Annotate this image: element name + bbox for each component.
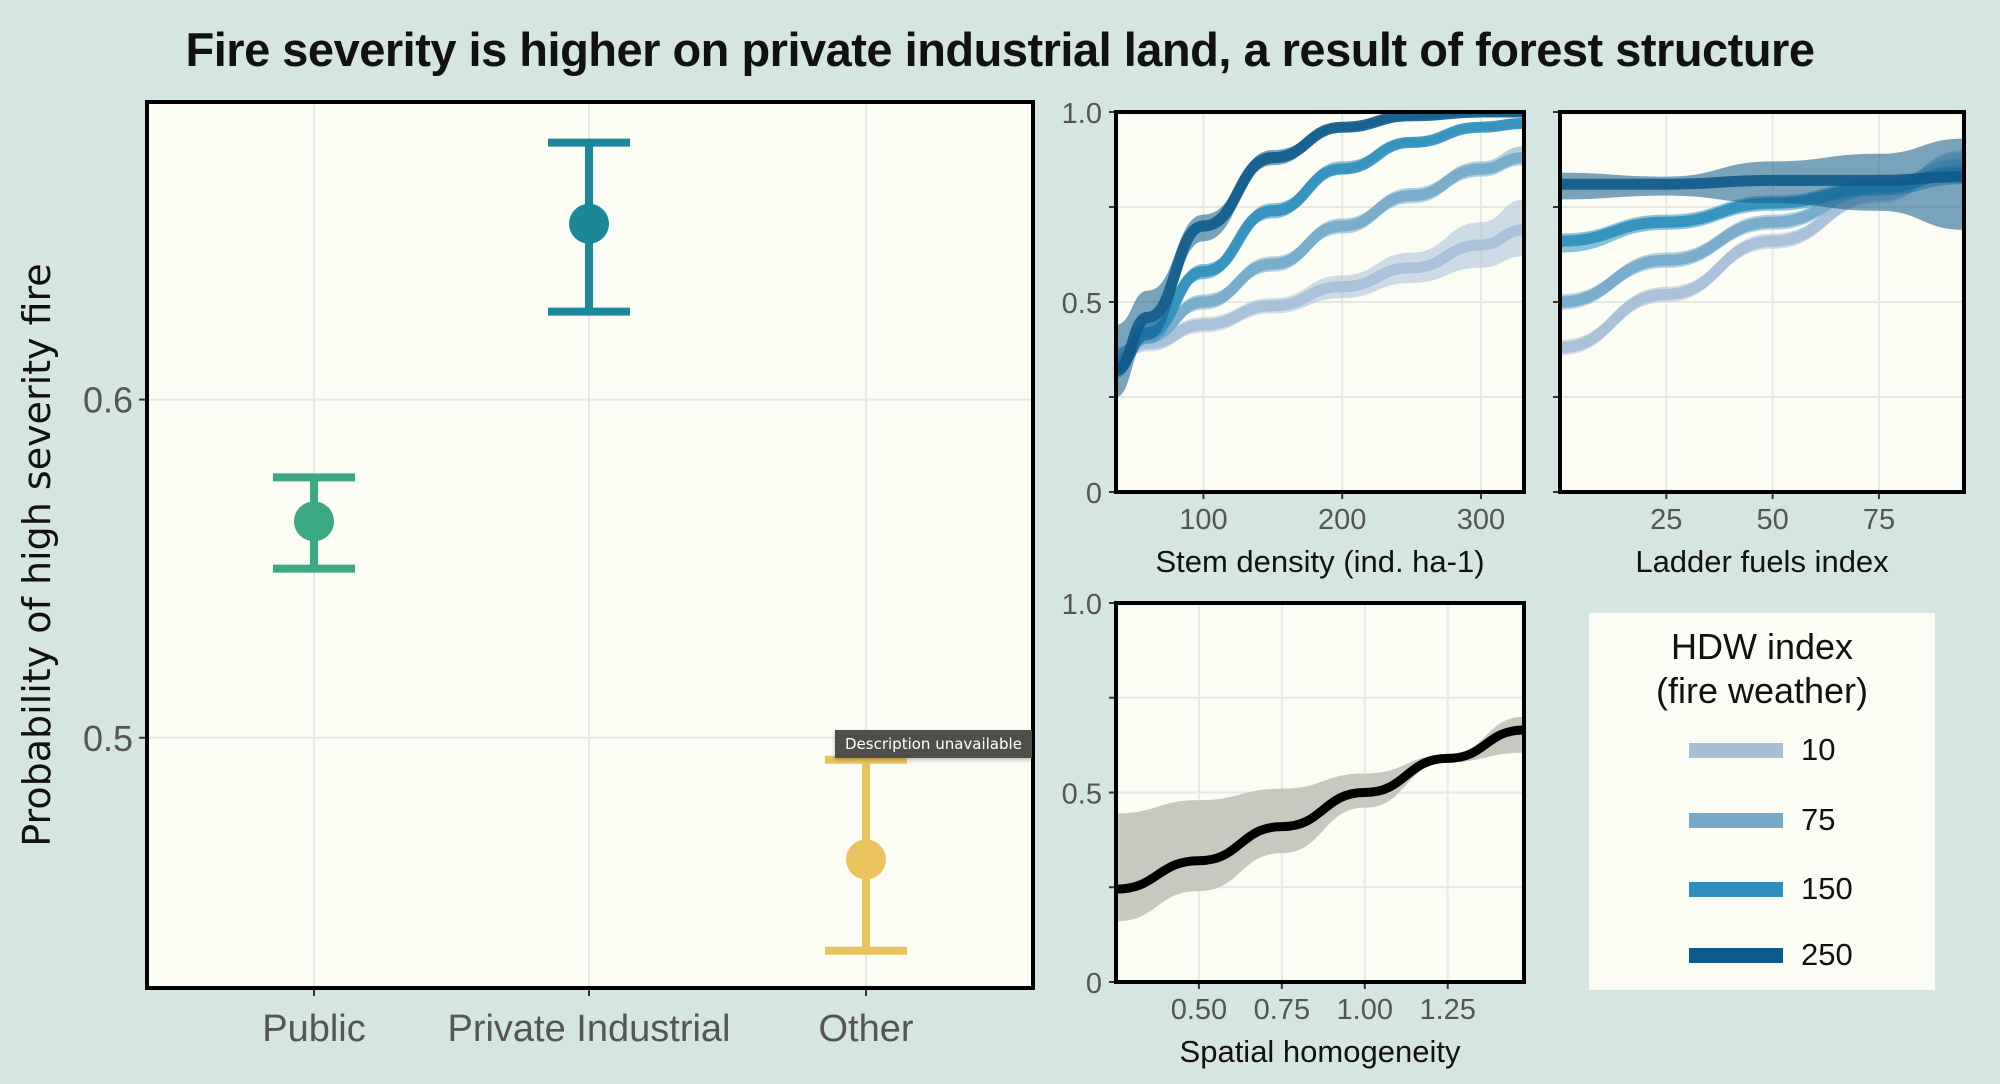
- x-tick-label: 75: [1863, 504, 1895, 536]
- legend-item-250: 250: [1689, 937, 1853, 972]
- data-point: [569, 203, 609, 244]
- series-line-250: [1560, 171, 1964, 190]
- x-tick-label: Private Industrial: [447, 1008, 730, 1050]
- legend-title-line1: HDW index: [1670, 626, 1854, 667]
- legend-item-75: 75: [1689, 802, 1836, 837]
- legend-label: 75: [1801, 802, 1836, 837]
- legend-label: 10: [1801, 732, 1836, 767]
- y-tick-label: 0.6: [83, 380, 133, 421]
- spatial-homogeneity-panel: 0 0.5 1.0 0.50 0.75 1.00 1.25 Spatial homogenei…: [1062, 589, 1526, 1069]
- legend-item-10: 10: [1689, 732, 1836, 767]
- legend-label: 150: [1801, 871, 1853, 906]
- y-axis-label: Probability of high severity fire: [15, 263, 59, 846]
- data-point: [846, 839, 886, 880]
- plot-frame: [1114, 601, 1526, 984]
- x-axis-label: Stem density (ind. ha-1): [1155, 544, 1484, 579]
- x-tick-label: 100: [1179, 504, 1227, 536]
- x-tick-label: 1.25: [1419, 994, 1475, 1026]
- plot-frame: [1558, 110, 1966, 494]
- tooltip: Description unavailable: [835, 730, 1032, 758]
- plot-frame: [145, 100, 1035, 990]
- legend: HDW index (fire weather) 10 75 150 250: [1589, 613, 1935, 990]
- y-tick-label: 0.5: [1062, 288, 1102, 320]
- legend-title: HDW index (fire weather): [1589, 625, 1935, 713]
- y-tick-label: 0.5: [83, 718, 133, 759]
- ladder-fuels-panel: 25 50 75 Ladder fuels index: [1553, 110, 1966, 579]
- x-axis-label: Spatial homogeneity: [1180, 1034, 1461, 1069]
- data-point: [294, 501, 334, 542]
- chart-title: Fire severity is higher on private indus…: [185, 23, 1815, 76]
- x-tick-label: 0.75: [1254, 994, 1310, 1026]
- series-line-10: [1116, 224, 1524, 361]
- y-tick-label: 0: [1086, 968, 1102, 1000]
- ribbon-75: [1116, 146, 1524, 363]
- plot-frame: [1114, 110, 1526, 494]
- y-tick-label: 1.0: [1062, 589, 1102, 621]
- x-tick-label: 50: [1756, 504, 1788, 536]
- x-tick-label: 300: [1457, 504, 1505, 536]
- y-tick-label: 0.5: [1062, 779, 1102, 811]
- legend-label: 250: [1801, 937, 1853, 972]
- series-layer: [1116, 716, 1524, 922]
- x-axis-label: Ladder fuels index: [1635, 544, 1889, 579]
- stem-density-panel: 0 0.5 1.0 100 200 300 Stem density (ind. ha-1): [1062, 98, 1526, 579]
- legend-title-line2: (fire weather): [1655, 670, 1869, 711]
- x-tick-label: 1.00: [1337, 994, 1393, 1026]
- legend-swatch: [1689, 881, 1783, 897]
- x-tick-label: 0.50: [1171, 994, 1227, 1026]
- x-tick-label: Public: [262, 1008, 366, 1050]
- x-tick-label: Other: [818, 1008, 913, 1050]
- legend-swatch: [1689, 947, 1783, 963]
- y-tick-label: 0: [1086, 478, 1102, 510]
- y-tick-label: 1.0: [1062, 98, 1102, 130]
- legend-item-150: 150: [1689, 871, 1853, 906]
- series-line-estimate: [1116, 725, 1524, 894]
- x-tick-label: 200: [1318, 504, 1366, 536]
- series-layer: [1560, 138, 1964, 356]
- legend-swatch: [1689, 812, 1783, 828]
- legend-swatch: [1689, 742, 1783, 758]
- main-panel: 0.5 0.6 Public Private Industrial Other Proba…: [15, 100, 1035, 1050]
- x-tick-label: 25: [1650, 504, 1682, 536]
